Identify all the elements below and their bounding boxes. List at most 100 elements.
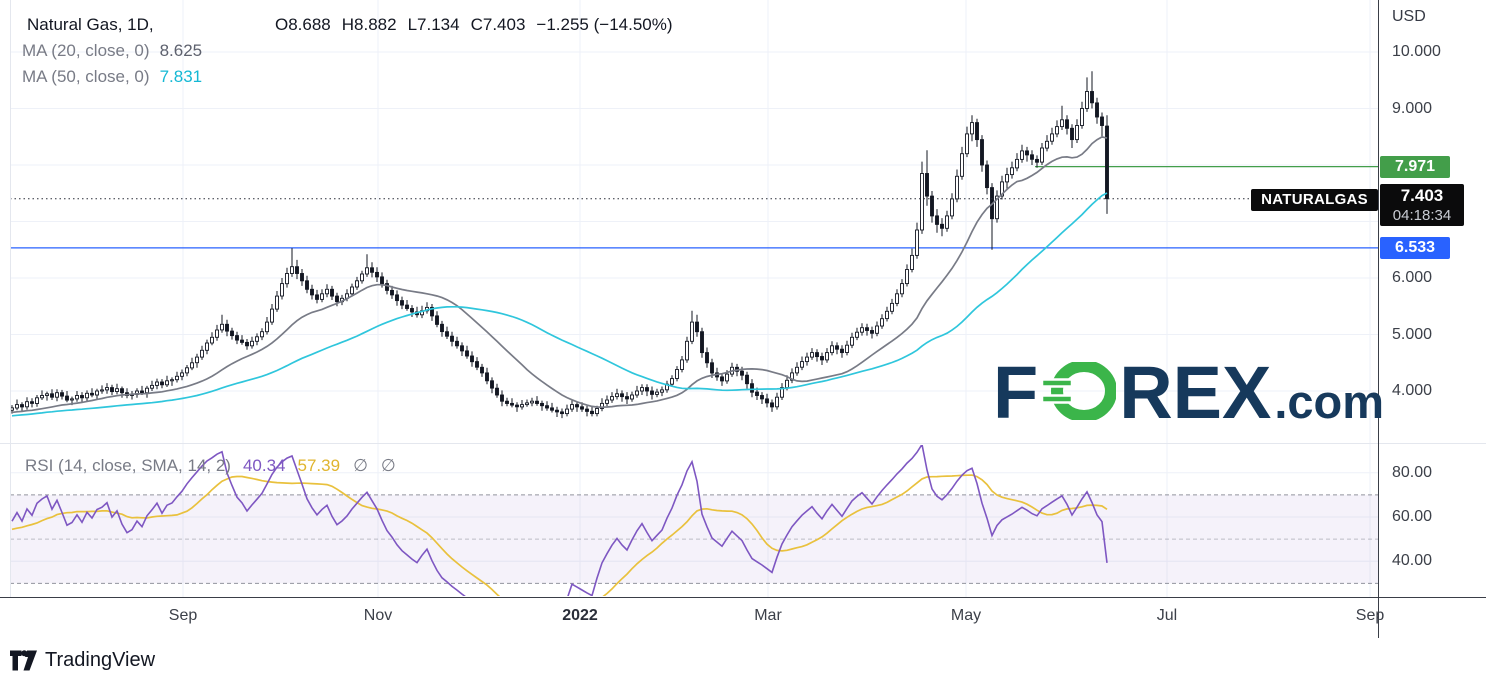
candle	[795, 366, 799, 374]
candle	[550, 407, 554, 411]
candle	[200, 349, 204, 358]
candle	[565, 408, 569, 415]
rsi-empty-set-1: ∅	[353, 456, 368, 475]
candle	[440, 323, 444, 333]
candle	[430, 306, 434, 317]
candle	[405, 304, 409, 309]
candle	[620, 393, 624, 398]
candle	[105, 387, 109, 391]
candle	[460, 345, 464, 352]
rsi-axis-tick: 40.00	[1392, 552, 1433, 570]
candle	[75, 395, 79, 400]
rsi-axis-tick: 60.00	[1392, 508, 1433, 525]
candle	[400, 300, 404, 306]
tradingview-icon	[10, 650, 37, 671]
axis-currency-label: USD	[1392, 8, 1426, 25]
ma20-legend-row[interactable]: MA (20, close, 0) 8.625	[22, 38, 684, 64]
time-axis-tick: 2022	[562, 607, 598, 624]
candle	[395, 294, 399, 302]
candle	[595, 408, 599, 415]
candle	[1005, 174, 1009, 183]
candle	[695, 321, 699, 333]
candle	[480, 366, 484, 374]
resistance-price-label[interactable]: 7.971	[1380, 156, 1450, 178]
candle	[220, 323, 224, 331]
candle	[255, 336, 259, 342]
candle	[910, 254, 914, 270]
tradingview-logo[interactable]: TradingView	[10, 649, 155, 672]
candle	[470, 355, 474, 363]
candle	[45, 393, 49, 396]
rsi-ma-line[interactable]	[11, 474, 1108, 615]
candle	[725, 373, 729, 382]
candle	[915, 229, 919, 256]
candle	[840, 348, 844, 354]
candle	[960, 153, 964, 177]
candle	[640, 387, 644, 392]
candle	[760, 395, 764, 400]
candle	[575, 404, 579, 408]
ohlc-low: L7.134	[407, 15, 460, 34]
candle	[1065, 119, 1069, 129]
ohlc-change: −1.255 (−14.50%)	[536, 15, 673, 34]
candle	[330, 288, 334, 297]
symbol-title[interactable]: Natural Gas, 1D,	[27, 15, 154, 34]
ma50-legend-row[interactable]: MA (50, close, 0) 7.831	[22, 64, 684, 90]
candle	[210, 336, 214, 344]
watermark-dot-com: .com	[1274, 375, 1385, 428]
candle	[300, 273, 304, 282]
candle	[215, 329, 219, 338]
support-price-label[interactable]: 6.533	[1380, 237, 1450, 259]
rsi-axis-tick: 80.00	[1392, 463, 1433, 481]
candle	[1085, 91, 1089, 109]
time-axis-tick: Jul	[1156, 607, 1178, 624]
ma20-value: 8.625	[159, 41, 203, 60]
candle	[165, 380, 169, 386]
ma50-line[interactable]	[11, 192, 1108, 417]
rsi-value: 40.34	[242, 456, 286, 475]
candle	[650, 390, 654, 395]
candle	[355, 280, 359, 288]
candle	[445, 331, 449, 337]
candle	[755, 391, 759, 396]
rsi-band	[10, 494, 1378, 584]
candle	[310, 288, 314, 296]
forex-o-icon	[1042, 362, 1117, 420]
ma20-line[interactable]	[11, 135, 1108, 414]
candle	[560, 411, 564, 415]
candle	[1055, 126, 1059, 135]
candle	[270, 308, 274, 323]
candle	[1095, 102, 1099, 118]
time-axis-area[interactable]: Sep Nov 2022 Mar May Jul Sep	[0, 607, 1486, 629]
rsi-label: RSI (14, close, SMA, 14, 2)	[25, 456, 231, 475]
candlestick-series[interactable]	[10, 71, 1109, 419]
candle	[525, 402, 529, 406]
candle	[185, 367, 189, 374]
ohlc-high: H8.882	[341, 15, 397, 34]
candle	[855, 331, 859, 338]
candle	[675, 369, 679, 379]
candle	[770, 402, 774, 408]
candle	[325, 288, 329, 295]
candle	[1035, 158, 1039, 163]
candle	[1010, 167, 1014, 176]
candle	[705, 352, 709, 364]
candle	[25, 401, 29, 408]
rsi-line[interactable]	[11, 444, 1108, 623]
rsi-legend-row[interactable]: RSI (14, close, SMA, 14, 2) 40.34 57.39 …	[25, 455, 396, 477]
candle	[120, 388, 124, 394]
bar-countdown: 04:18:34	[1392, 207, 1452, 224]
tradingview-wordmark: TradingView	[45, 649, 156, 671]
candle	[680, 359, 684, 370]
symbol-legend-row[interactable]: Natural Gas, 1D, O8.688 H8.882 L7.134 C7…	[22, 12, 684, 38]
price-axis-tick: 6.000	[1392, 269, 1433, 286]
candle	[1030, 154, 1034, 160]
price-axis-area[interactable]: USD 10.000 9.000 6.000 5.000 4.000 80.00 60.00…	[1379, 0, 1486, 640]
candle	[545, 405, 549, 409]
candle	[975, 122, 979, 141]
candle	[905, 269, 909, 285]
candle	[935, 215, 939, 225]
candle	[530, 400, 534, 404]
candle	[900, 283, 904, 295]
